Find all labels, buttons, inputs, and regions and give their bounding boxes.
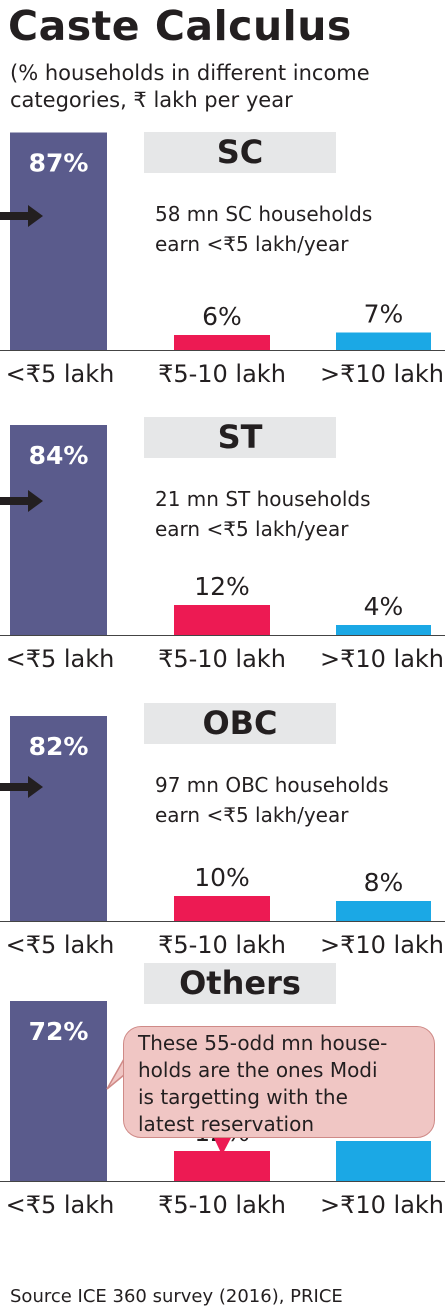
value-label-high: 4%	[364, 592, 404, 621]
value-label-high: 8%	[364, 868, 404, 897]
panel-title-sc: SC	[144, 132, 336, 173]
callout-box: These 55-odd mn house- holds are the one…	[123, 1026, 435, 1138]
x-tick-label-high: >₹10 lakh	[320, 645, 444, 673]
arrow-right-icon	[0, 490, 43, 512]
panel-obc: 82% 10% 8% <₹5 lakh ₹5-10 lakh >₹10 lakh OBC …	[0, 703, 445, 978]
value-label-mid: 12%	[194, 572, 250, 601]
bar-chart-obc: 82% 10% 8% <₹5 lakh ₹5-10 lakh >₹10 lakh	[0, 716, 445, 959]
bar-high	[336, 332, 431, 350]
x-tick-label-mid: ₹5-10 lakh	[158, 360, 286, 388]
x-tick-label-low: <₹5 lakh	[6, 931, 115, 959]
x-tick-label-mid: ₹5-10 lakh	[158, 645, 286, 673]
arrow-right-icon	[0, 205, 43, 227]
panel-sc: 87% 6% 7% <₹5 lakh ₹5-10 lakh >₹10 lakh SC 58…	[0, 132, 445, 407]
bar-high	[336, 1141, 431, 1181]
source-note: Source ICE 360 survey (2016), PRICE	[10, 1286, 343, 1307]
bar-mid	[174, 605, 270, 635]
bar-high	[336, 625, 431, 635]
panel-title-obc: OBC	[144, 703, 336, 744]
annotation-line-1: 97 mn OBC households	[155, 773, 389, 797]
bar-low	[10, 132, 107, 350]
callout-pointer-down	[213, 1136, 232, 1155]
callout-line-1: These 55-odd mn house-	[138, 1031, 388, 1055]
annotation-line-2: earn <₹5 lakh/year	[155, 803, 349, 827]
bar-mid	[174, 335, 270, 350]
bar-mid	[174, 1151, 270, 1181]
value-label-high: 7%	[364, 300, 404, 329]
bar-high	[336, 901, 431, 921]
arrow-right-icon	[0, 776, 43, 798]
x-tick-label-low: <₹5 lakh	[6, 360, 115, 388]
value-label-low: 84%	[29, 441, 89, 470]
chart-title: Caste Calculus	[8, 2, 352, 50]
panel-others: 72%12%16%<₹5 lakh₹5-10 lakh>₹10 lakh Oth…	[0, 963, 445, 1238]
x-tick-label-mid: ₹5-10 lakh	[158, 1191, 286, 1219]
annotation-line-1: 58 mn SC households	[155, 202, 373, 226]
x-tick-label-high: >₹10 lakh	[320, 931, 444, 959]
value-label-low: 82%	[29, 732, 89, 761]
x-tick-label-low: <₹5 lakh	[6, 645, 115, 673]
value-label-mid: 10%	[194, 863, 250, 892]
bar-chart-sc: 87% 6% 7% <₹5 lakh ₹5-10 lakh >₹10 lakh	[0, 132, 445, 388]
bar-low	[10, 716, 107, 921]
bar-chart-st: 84% 12% 4% <₹5 lakh ₹5-10 lakh >₹10 lakh	[0, 425, 445, 673]
x-tick-label-high: >₹10 lakh	[320, 1191, 444, 1219]
callout-pointer-left	[106, 1056, 125, 1090]
chart-subtitle: (% households in different income catego…	[10, 61, 370, 112]
annotation-line-2: earn <₹5 lakh/year	[155, 232, 349, 256]
bar-low	[10, 1001, 107, 1181]
x-tick-label-mid: ₹5-10 lakh	[158, 931, 286, 959]
annotation-line-2: earn <₹5 lakh/year	[155, 517, 349, 541]
x-tick-label-low: <₹5 lakh	[6, 1191, 115, 1219]
panel-title-others: Others	[144, 963, 336, 1004]
bar-mid	[174, 896, 270, 921]
x-tick-label-high: >₹10 lakh	[320, 360, 444, 388]
callout-line-4: latest reservation	[138, 1112, 315, 1136]
panel-title-st: ST	[144, 417, 336, 458]
annotation-line-1: 21 mn ST households	[155, 487, 371, 511]
value-label-mid: 6%	[202, 302, 242, 331]
value-label-low: 87%	[29, 149, 89, 178]
bar-low	[10, 425, 107, 635]
panel-st: 84% 12% 4% <₹5 lakh ₹5-10 lakh >₹10 lakh ST 2…	[0, 417, 445, 692]
callout-line-2: holds are the ones Modi	[138, 1058, 378, 1082]
value-label-low: 72%	[29, 1017, 89, 1046]
callout-line-3: is targetting with the	[138, 1085, 348, 1109]
